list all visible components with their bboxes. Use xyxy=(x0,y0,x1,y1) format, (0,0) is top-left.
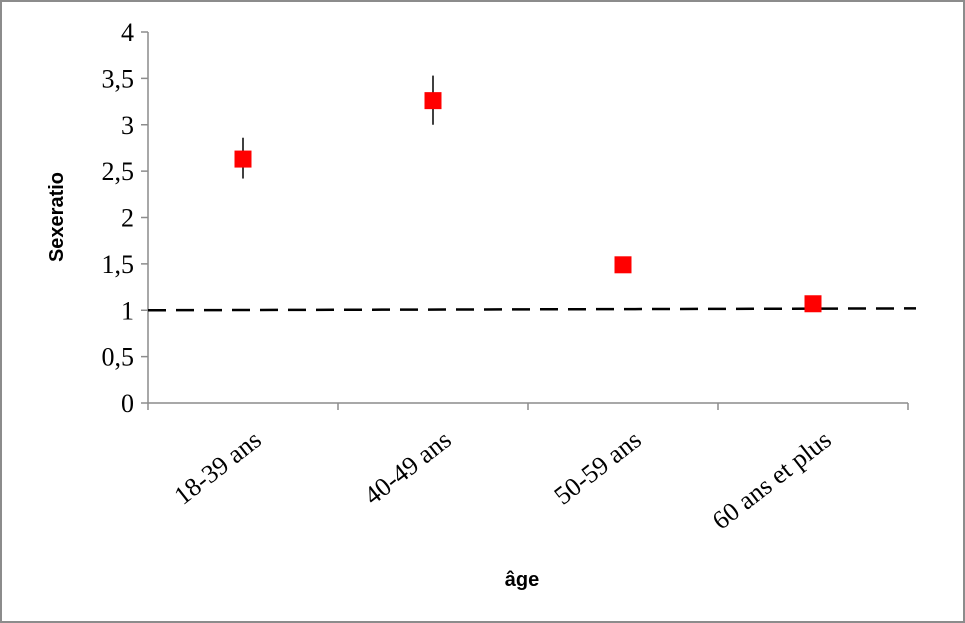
reference-line-group xyxy=(147,307,917,312)
x-tick-label: 60 ans et plus xyxy=(707,425,837,535)
y-tick-label: 1 xyxy=(121,296,134,325)
y-tick-label: 4 xyxy=(121,18,134,47)
reference-line xyxy=(147,307,917,312)
y-tick-label: 0,5 xyxy=(102,343,135,372)
data-point xyxy=(614,256,632,274)
y-tick-label: 1,5 xyxy=(102,250,135,279)
y-tick-label: 3 xyxy=(121,111,134,140)
y-tick-label: 3,5 xyxy=(102,64,135,93)
y-tick-label: 2,5 xyxy=(102,157,135,186)
y-axis: 0 0,5 1 1,5 2 2,5 3 3,5 4 xyxy=(102,18,149,418)
x-tick-label: 40-49 ans xyxy=(359,425,457,511)
x-axis: 18-39 ans 40-49 ans 50-59 ans 60 ans et plu… xyxy=(147,402,909,535)
y-tick-label: 0 xyxy=(121,389,134,418)
data-point xyxy=(424,92,442,110)
data-point xyxy=(804,295,822,313)
y-axis-title: Sexeratio xyxy=(46,172,68,262)
x-tick-label: 18-39 ans xyxy=(169,425,267,511)
data-points xyxy=(234,75,822,313)
y-tick-label: 2 xyxy=(121,204,134,233)
data-point xyxy=(234,150,252,168)
x-tick-label: 50-59 ans xyxy=(549,425,647,511)
x-axis-title: âge xyxy=(505,569,539,591)
